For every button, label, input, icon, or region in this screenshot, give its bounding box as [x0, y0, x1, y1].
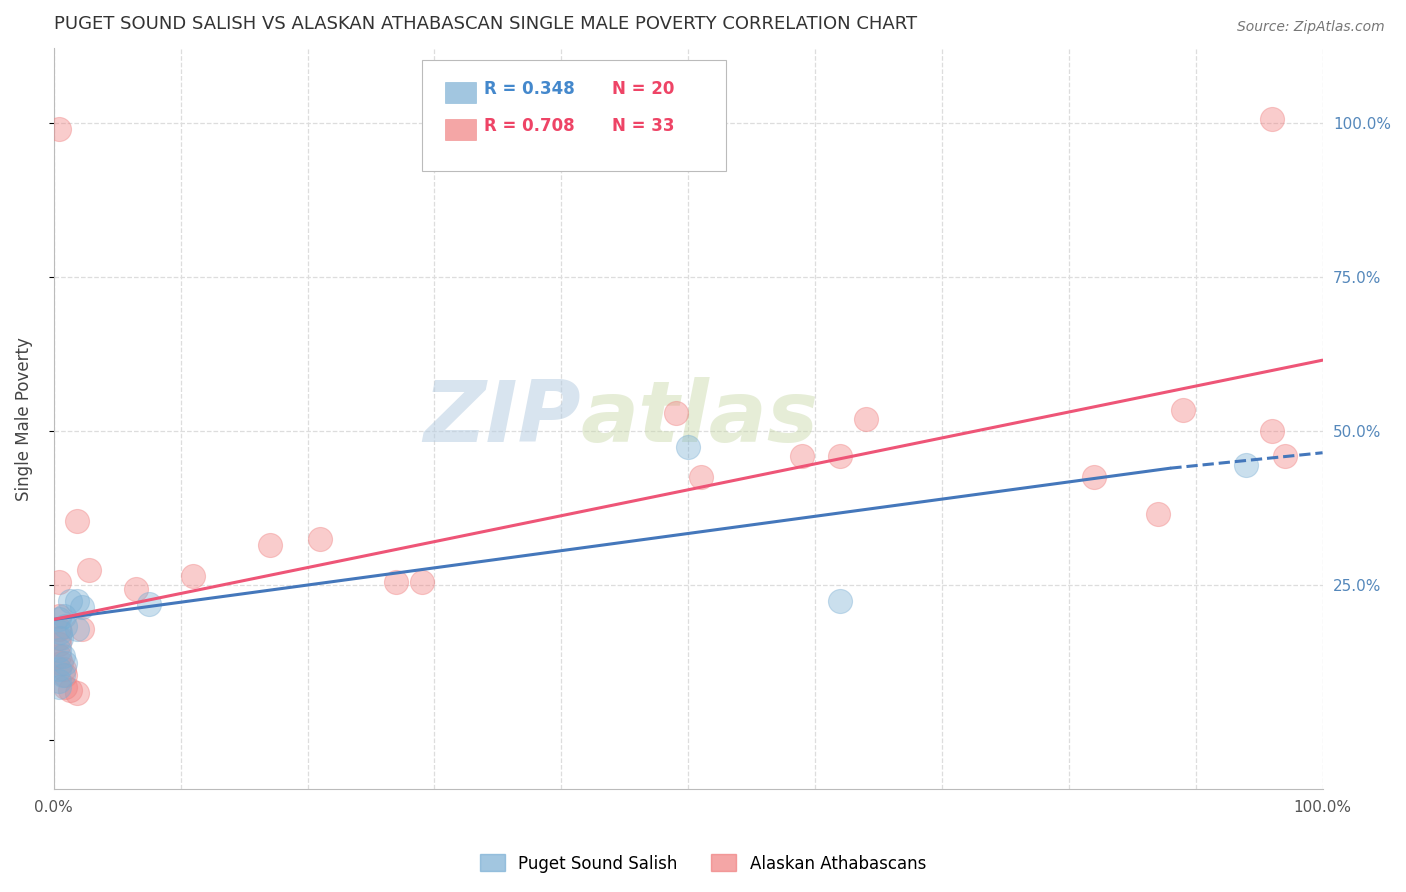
Point: [125, 582, 148, 596]
Point: [66, 686, 89, 700]
Point: [385, 575, 408, 590]
Point: [59, 594, 82, 608]
Point: [70, 622, 93, 636]
FancyBboxPatch shape: [422, 60, 727, 170]
Point: [48, 622, 70, 636]
Point: [66, 622, 89, 636]
Point: [66, 594, 89, 608]
Point: [830, 449, 852, 463]
Point: [183, 569, 205, 583]
Point: [792, 449, 814, 463]
Point: [690, 470, 713, 484]
Text: N = 33: N = 33: [612, 117, 675, 136]
Point: [70, 600, 93, 615]
Point: [51, 631, 73, 645]
Point: [48, 662, 70, 676]
Point: [48, 649, 70, 664]
Point: [48, 631, 70, 645]
Point: [1274, 449, 1296, 463]
Point: [48, 674, 70, 689]
Point: [259, 538, 281, 552]
Point: [48, 609, 70, 624]
Point: [664, 406, 686, 420]
Y-axis label: Single Male Poverty: Single Male Poverty: [15, 337, 32, 500]
Point: [52, 668, 75, 682]
Point: [51, 656, 73, 670]
Text: ZIP: ZIP: [423, 377, 581, 460]
Point: [53, 668, 76, 682]
Point: [49, 624, 72, 639]
Point: [48, 575, 70, 590]
Text: N = 20: N = 20: [612, 80, 675, 98]
Point: [53, 609, 76, 624]
Text: atlas: atlas: [581, 377, 818, 460]
Point: [1236, 458, 1258, 472]
Point: [48, 681, 70, 695]
Point: [1083, 470, 1105, 484]
FancyBboxPatch shape: [444, 82, 477, 103]
Point: [1171, 402, 1194, 417]
Point: [1146, 508, 1168, 522]
Point: [138, 597, 160, 611]
Point: [48, 637, 70, 651]
Point: [59, 683, 82, 698]
Text: Source: ZipAtlas.com: Source: ZipAtlas.com: [1237, 20, 1385, 34]
Point: [855, 411, 877, 425]
Legend: Puget Sound Salish, Alaskan Athabascans: Puget Sound Salish, Alaskan Athabascans: [474, 847, 932, 880]
Point: [48, 612, 70, 626]
Point: [48, 643, 70, 657]
Point: [66, 514, 89, 528]
Point: [676, 440, 699, 454]
Point: [1261, 424, 1284, 438]
Point: [52, 649, 75, 664]
Point: [830, 594, 852, 608]
Point: [53, 656, 76, 670]
Point: [79, 563, 101, 577]
Point: [53, 662, 76, 676]
Point: [48, 121, 70, 136]
Text: PUGET SOUND SALISH VS ALASKAN ATHABASCAN SINGLE MALE POVERTY CORRELATION CHART: PUGET SOUND SALISH VS ALASKAN ATHABASCAN…: [53, 15, 917, 33]
Point: [53, 681, 76, 695]
Point: [309, 532, 332, 546]
Point: [411, 575, 433, 590]
FancyBboxPatch shape: [444, 119, 477, 139]
Point: [53, 618, 76, 632]
Text: R = 0.348: R = 0.348: [484, 80, 575, 98]
Point: [1261, 112, 1284, 127]
Text: R = 0.708: R = 0.708: [484, 117, 575, 136]
